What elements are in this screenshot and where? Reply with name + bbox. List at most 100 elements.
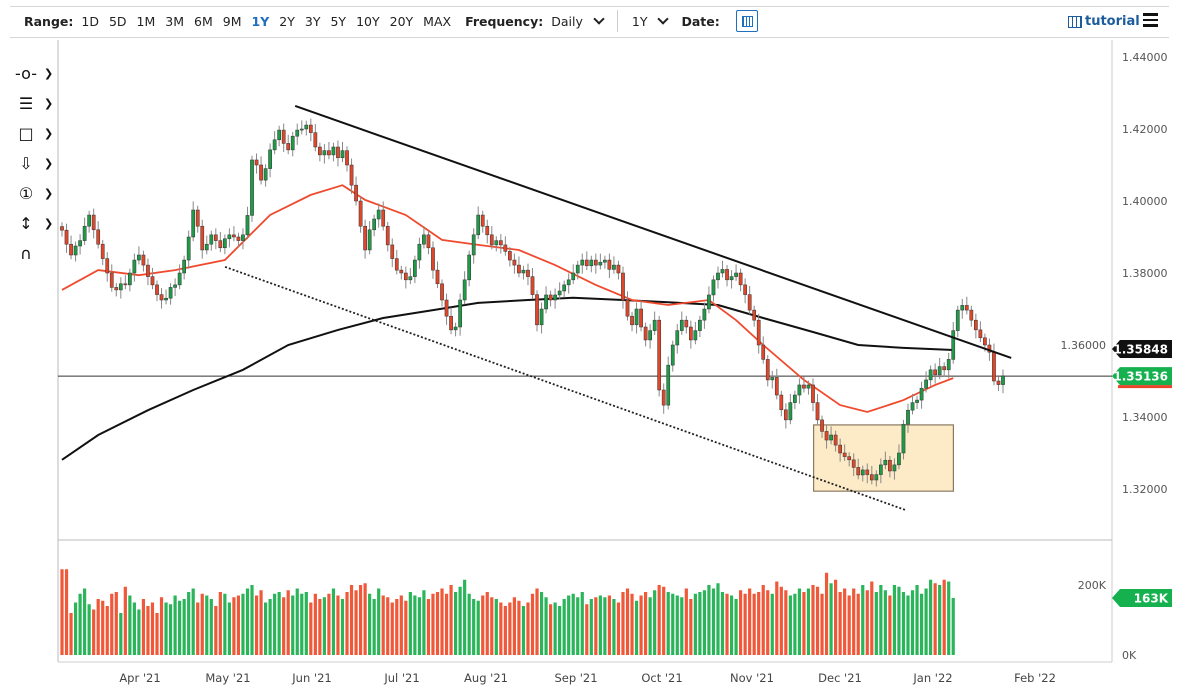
range-9m[interactable]: 9M bbox=[222, 13, 242, 29]
volume-bar bbox=[847, 595, 851, 655]
range-3y[interactable]: 3Y bbox=[304, 13, 321, 29]
candle-body bbox=[200, 225, 205, 251]
candle-body bbox=[435, 269, 440, 285]
candle-body bbox=[951, 330, 956, 360]
candle-body bbox=[304, 124, 309, 130]
tool-rectangle[interactable]: □ ❯ bbox=[14, 118, 54, 148]
candle-body bbox=[96, 229, 101, 245]
tool-fib-lines[interactable]: ☰ ❯ bbox=[14, 88, 54, 118]
candle-body bbox=[960, 305, 965, 311]
range-1y[interactable]: 1Y bbox=[251, 13, 270, 29]
candle bbox=[218, 231, 223, 253]
x-tick-label: Sep '21 bbox=[554, 671, 597, 685]
candle bbox=[616, 260, 621, 280]
candle-body bbox=[182, 259, 186, 274]
volume-bar bbox=[720, 592, 725, 655]
tool-magnet[interactable]: ∩ bbox=[14, 238, 54, 268]
tool-arrow-down[interactable]: ⇩ ❯ bbox=[14, 148, 54, 178]
candle bbox=[245, 206, 250, 240]
volume-bar bbox=[494, 599, 498, 655]
volume-bar bbox=[734, 599, 738, 655]
candle-body bbox=[643, 326, 648, 341]
candle bbox=[372, 214, 377, 237]
chevron-right-icon[interactable]: ❯ bbox=[44, 66, 54, 80]
candle bbox=[349, 158, 354, 194]
volume-bar bbox=[612, 599, 616, 655]
candle-body bbox=[566, 279, 571, 286]
range-5d[interactable]: 5D bbox=[108, 13, 127, 29]
volume-bar bbox=[929, 579, 933, 655]
volume-bar bbox=[693, 593, 697, 655]
candle-body bbox=[114, 287, 119, 291]
volume-bar bbox=[766, 590, 770, 655]
period-select[interactable]: 1Y bbox=[632, 12, 682, 29]
candle bbox=[946, 352, 951, 379]
candle bbox=[236, 232, 241, 248]
volume-bar bbox=[78, 593, 82, 655]
candle bbox=[603, 255, 607, 269]
line-node-icon: -o- bbox=[15, 63, 37, 83]
volume-bar bbox=[675, 595, 679, 655]
frequency-select[interactable]: Daily bbox=[551, 12, 617, 29]
candle-body bbox=[720, 269, 725, 274]
volume-bar bbox=[607, 595, 612, 655]
candle-body bbox=[327, 150, 331, 156]
tool-measure[interactable]: ↕ ❯ bbox=[14, 208, 54, 238]
range-20y[interactable]: 20Y bbox=[389, 13, 414, 29]
range-1d[interactable]: 1D bbox=[81, 13, 99, 29]
tool-line-node[interactable]: -o- ❯ bbox=[14, 58, 54, 88]
chevron-right-icon[interactable]: ❯ bbox=[44, 186, 54, 200]
hamburger-menu-icon[interactable] bbox=[1143, 13, 1158, 30]
range-3m[interactable]: 3M bbox=[165, 13, 185, 29]
volume-bar bbox=[114, 592, 118, 655]
range-2y[interactable]: 2Y bbox=[279, 13, 295, 29]
candle bbox=[268, 143, 272, 178]
volume-bar bbox=[300, 593, 304, 655]
volume-bar bbox=[349, 585, 354, 655]
chevron-right-icon[interactable]: ❯ bbox=[44, 126, 54, 140]
candle bbox=[105, 252, 110, 282]
calendar-icon[interactable] bbox=[735, 10, 758, 32]
tool-number-marker[interactable]: ① ❯ bbox=[14, 178, 54, 208]
candle-body bbox=[431, 247, 435, 271]
range-buttons: 1D 5D 1M 3M 6M 9M 1Y 2Y 3Y 5Y 10Y 20Y MAX bbox=[81, 14, 461, 29]
range-max[interactable]: MAX bbox=[423, 13, 452, 29]
volume-bar bbox=[254, 595, 259, 655]
candle-body bbox=[987, 344, 992, 353]
candle-body bbox=[118, 283, 123, 291]
chevron-right-icon[interactable]: ❯ bbox=[44, 96, 54, 110]
candle-body bbox=[331, 146, 336, 156]
volume-bar bbox=[644, 592, 648, 655]
candle bbox=[345, 146, 349, 172]
candle bbox=[847, 452, 852, 467]
range-5y[interactable]: 5Y bbox=[330, 13, 347, 29]
range-1m[interactable]: 1M bbox=[136, 13, 156, 29]
volume-bar bbox=[576, 597, 580, 655]
volume-bar bbox=[404, 600, 408, 655]
candle bbox=[684, 315, 689, 334]
candle bbox=[186, 230, 191, 269]
volume-bar bbox=[680, 597, 684, 655]
candle bbox=[811, 378, 815, 412]
volume-bar bbox=[553, 602, 557, 655]
chevron-right-icon[interactable]: ❯ bbox=[44, 216, 54, 230]
candle-body bbox=[802, 384, 806, 389]
volume-bar bbox=[150, 602, 155, 655]
candle bbox=[765, 355, 770, 387]
x-tick-label: Feb '22 bbox=[1014, 671, 1056, 685]
chevron-right-icon[interactable]: ❯ bbox=[44, 156, 54, 170]
volume-bar bbox=[775, 581, 779, 655]
candle bbox=[557, 282, 562, 300]
candle-body bbox=[992, 351, 996, 382]
toolbar-divider bbox=[10, 37, 1169, 38]
x-tick-label: Apr '21 bbox=[119, 671, 160, 685]
range-10y[interactable]: 10Y bbox=[356, 13, 380, 29]
candle-body bbox=[376, 209, 381, 220]
candle bbox=[670, 340, 675, 372]
range-6m[interactable]: 6M bbox=[194, 13, 213, 29]
volume-bar bbox=[205, 595, 209, 655]
tutorial-link[interactable]: tutorial bbox=[1068, 14, 1140, 29]
candle-body bbox=[539, 308, 544, 326]
candle-body bbox=[223, 238, 227, 249]
